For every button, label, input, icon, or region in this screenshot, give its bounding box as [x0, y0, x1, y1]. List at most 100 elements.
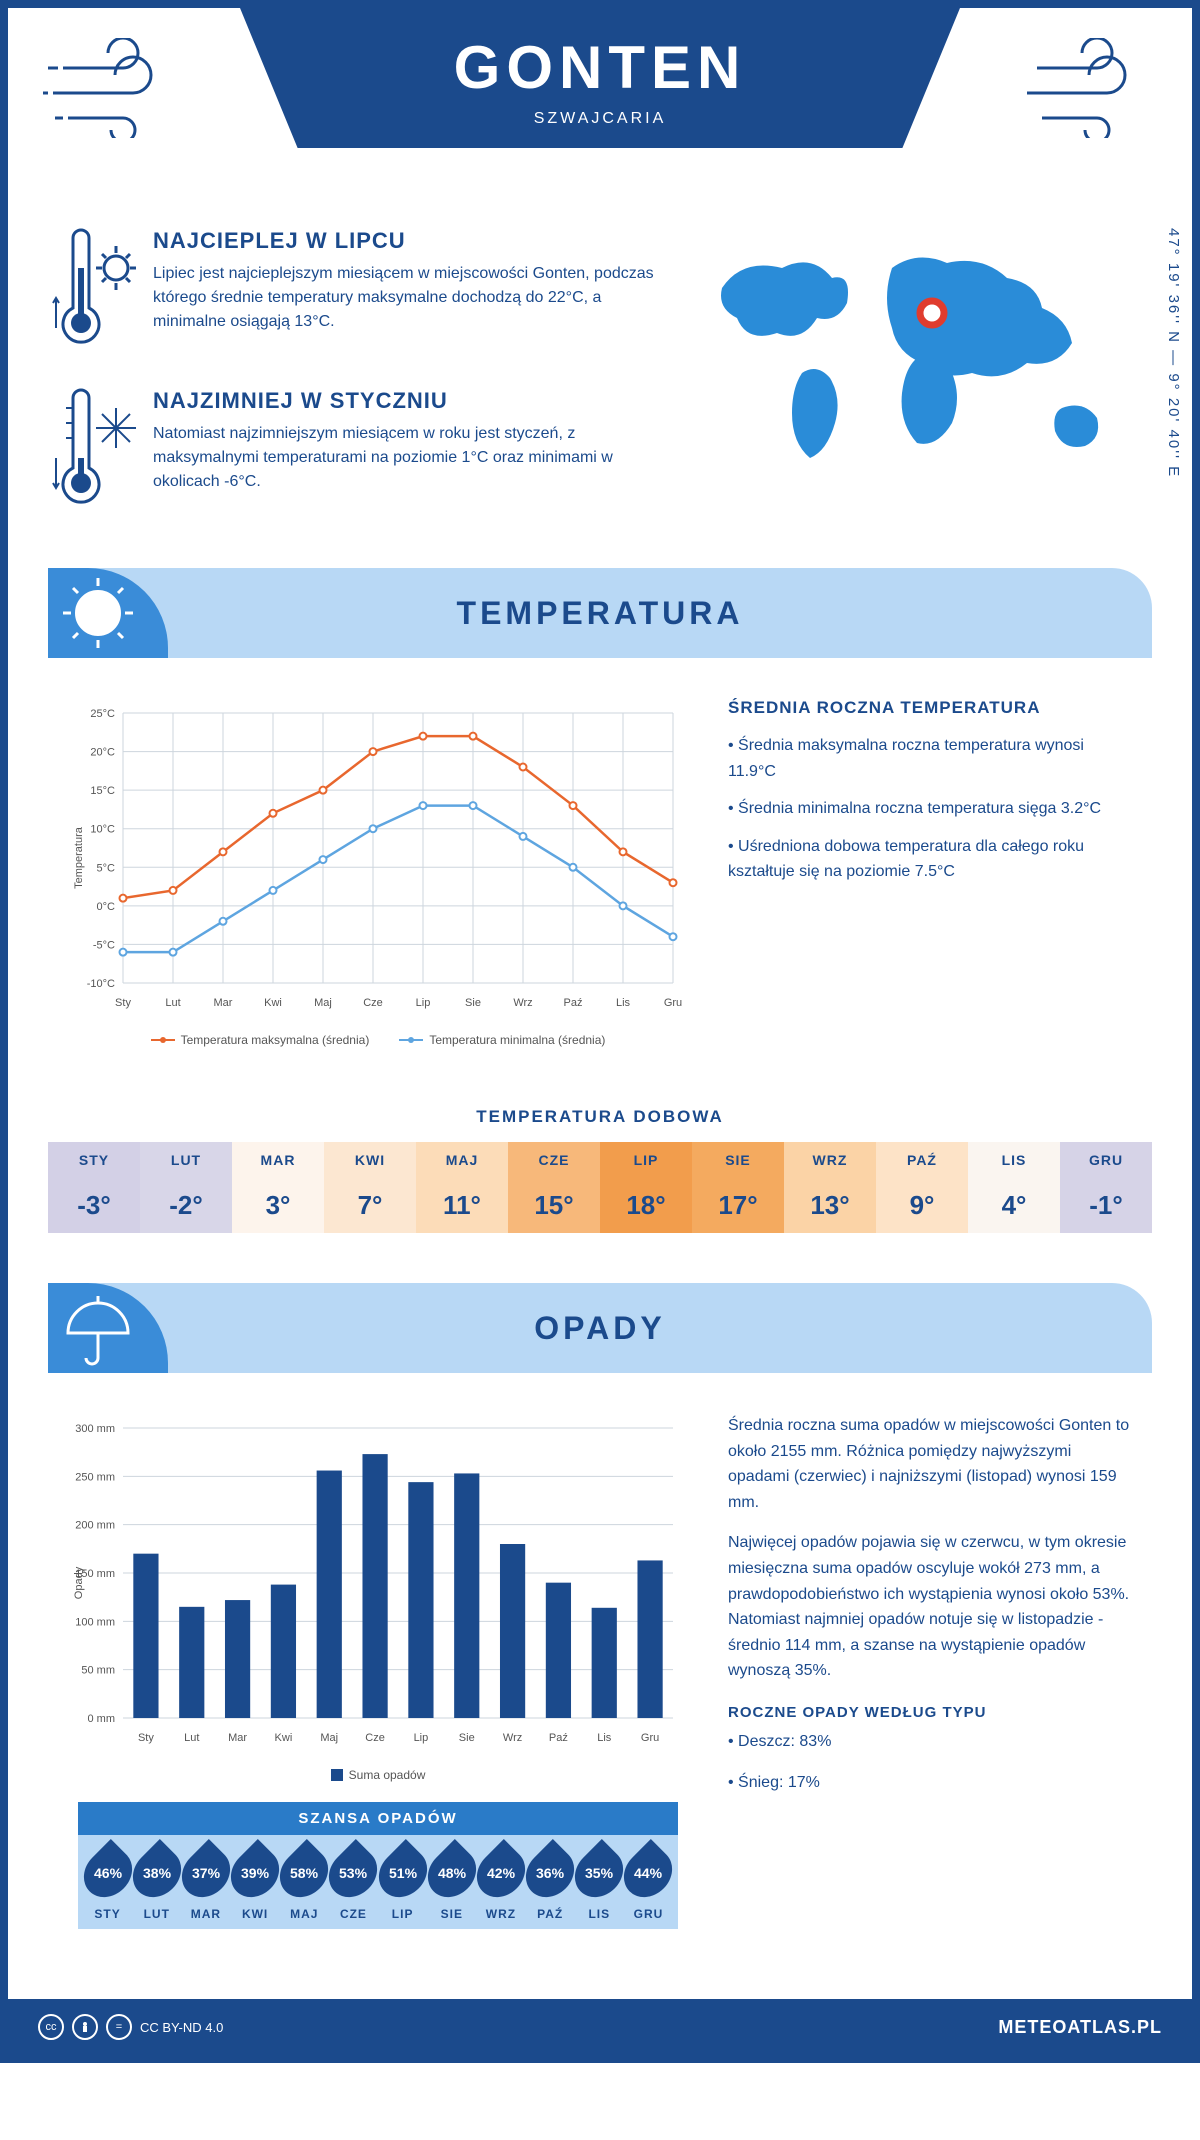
svg-text:Opady: Opady — [73, 1566, 85, 1599]
chance-cell: 46%STY — [83, 1847, 132, 1921]
svg-text:250 mm: 250 mm — [75, 1471, 115, 1483]
chance-month: LIP — [378, 1907, 427, 1921]
chance-cell: 48%SIE — [427, 1847, 476, 1921]
temperature-info: ŚREDNIA ROCZNA TEMPERATURA • Średnia mak… — [728, 698, 1132, 1047]
daily-temperature-row: STY-3°LUT-2°MAR3°KWI7°MAJ11°CZE15°LIP18°… — [48, 1142, 1152, 1233]
svg-text:Temperatura: Temperatura — [73, 826, 85, 889]
svg-text:10°C: 10°C — [90, 824, 115, 836]
cold-text: NAJZIMNIEJ W STYCZNIU Natomiast najzimni… — [153, 388, 662, 518]
daily-month: PAŹ — [876, 1142, 968, 1178]
cc-icon: cc — [38, 2014, 64, 2040]
daily-value: 18° — [600, 1178, 692, 1233]
svg-text:Wrz: Wrz — [513, 997, 532, 1009]
chance-title: SZANSA OPADÓW — [78, 1802, 678, 1835]
svg-text:200 mm: 200 mm — [75, 1520, 115, 1532]
chance-cell: 53%CZE — [329, 1847, 378, 1921]
intro-right: 47° 19' 36'' N — 9° 20' 40'' E — [692, 228, 1152, 548]
svg-text:0 mm: 0 mm — [88, 1713, 116, 1725]
chance-cell: 35%LIS — [575, 1847, 624, 1921]
wind-icon-left — [43, 38, 183, 138]
svg-text:100 mm: 100 mm — [75, 1616, 115, 1628]
chance-month: STY — [83, 1907, 132, 1921]
daily-cell: WRZ13° — [784, 1142, 876, 1233]
svg-text:Sie: Sie — [465, 997, 481, 1009]
chance-cell: 42%WRZ — [476, 1847, 525, 1921]
svg-text:Sty: Sty — [138, 1732, 154, 1744]
svg-text:Lis: Lis — [616, 997, 631, 1009]
daily-value: -3° — [48, 1178, 140, 1233]
drop-icon: 44% — [615, 1839, 683, 1907]
svg-text:25°C: 25°C — [90, 708, 115, 720]
legend-sum: Suma opadów — [331, 1768, 426, 1782]
svg-text:Gru: Gru — [664, 997, 682, 1009]
thermometer-cold-icon — [48, 388, 138, 518]
precip-p1: Średnia roczna suma opadów w miejscowośc… — [728, 1413, 1132, 1515]
bytype-rain: • Deszcz: 83% — [728, 1729, 1132, 1755]
chance-cell: 58%MAJ — [280, 1847, 329, 1921]
chance-cell: 51%LIP — [378, 1847, 427, 1921]
daily-month: SIE — [692, 1142, 784, 1178]
daily-cell: LUT-2° — [140, 1142, 232, 1233]
hot-text: NAJCIEPLEJ W LIPCU Lipiec jest najcieple… — [153, 228, 662, 358]
svg-text:Kwi: Kwi — [264, 997, 282, 1009]
temperature-body: -10°C-5°C0°C5°C10°C15°C20°C25°CStyLutMar… — [48, 658, 1152, 1087]
hot-title: NAJCIEPLEJ W LIPCU — [153, 228, 662, 254]
precip-p2: Najwięcej opadów pojawia się w czerwcu, … — [728, 1530, 1132, 1684]
chance-month: KWI — [231, 1907, 280, 1921]
daily-title: TEMPERATURA DOBOWA — [48, 1107, 1152, 1127]
title-banner: GONTEN SZWAJCARIA — [240, 8, 960, 148]
chance-row: 46%STY38%LUT37%MAR39%KWI58%MAJ53%CZE51%L… — [78, 1835, 678, 1929]
chance-month: LUT — [132, 1907, 181, 1921]
umbrella-corner — [48, 1283, 168, 1373]
svg-text:Mar: Mar — [214, 997, 233, 1009]
chance-cell: 39%KWI — [231, 1847, 280, 1921]
daily-month: CZE — [508, 1142, 600, 1178]
chance-cell: 37%MAR — [181, 1847, 230, 1921]
cold-block: NAJZIMNIEJ W STYCZNIU Natomiast najzimni… — [48, 388, 662, 518]
precipitation-legend: Suma opadów — [68, 1768, 688, 1782]
daily-month: STY — [48, 1142, 140, 1178]
chance-month: LIS — [575, 1907, 624, 1921]
svg-text:Kwi: Kwi — [275, 1732, 293, 1744]
svg-text:-10°C: -10°C — [87, 978, 115, 990]
svg-text:Cze: Cze — [363, 997, 383, 1009]
daily-month: WRZ — [784, 1142, 876, 1178]
temperature-chart: -10°C-5°C0°C5°C10°C15°C20°C25°CStyLutMar… — [68, 698, 688, 1047]
svg-text:Gru: Gru — [641, 1732, 659, 1744]
precipitation-title: OPADY — [534, 1310, 665, 1347]
footer: cc = CC BY-ND 4.0 METEOATLAS.PL — [8, 1999, 1192, 2055]
svg-text:Wrz: Wrz — [503, 1732, 522, 1744]
precipitation-bar-chart: 0 mm50 mm100 mm150 mm200 mm250 mm300 mmO… — [68, 1413, 688, 1753]
daily-cell: LIP18° — [600, 1142, 692, 1233]
svg-text:Lut: Lut — [165, 997, 180, 1009]
page-title: GONTEN — [300, 33, 900, 102]
temp-info-p1: • Średnia maksymalna roczna temperatura … — [728, 733, 1132, 784]
precipitation-chart: 0 mm50 mm100 mm150 mm200 mm250 mm300 mmO… — [68, 1413, 688, 1959]
daily-month: MAR — [232, 1142, 324, 1178]
temp-info-p2: • Średnia minimalna roczna temperatura s… — [728, 796, 1132, 822]
legend-max: Temperatura maksymalna (średnia) — [151, 1033, 370, 1047]
daily-value: 4° — [968, 1178, 1060, 1233]
svg-text:Cze: Cze — [365, 1732, 385, 1744]
svg-text:0°C: 0°C — [97, 901, 116, 913]
daily-cell: KWI7° — [324, 1142, 416, 1233]
hot-desc: Lipiec jest najcieplejszym miesiącem w m… — [153, 262, 662, 334]
temperature-line-chart: -10°C-5°C0°C5°C10°C15°C20°C25°CStyLutMar… — [68, 698, 688, 1018]
daily-cell: GRU-1° — [1060, 1142, 1152, 1233]
chance-month: WRZ — [476, 1907, 525, 1921]
daily-month: LIS — [968, 1142, 1060, 1178]
content: NAJCIEPLEJ W LIPCU Lipiec jest najcieple… — [8, 228, 1192, 1979]
svg-text:Mar: Mar — [228, 1732, 247, 1744]
daily-value: 15° — [508, 1178, 600, 1233]
daily-month: MAJ — [416, 1142, 508, 1178]
daily-cell: SIE17° — [692, 1142, 784, 1233]
chance-month: CZE — [329, 1907, 378, 1921]
nd-icon: = — [106, 2014, 132, 2040]
svg-text:Paź: Paź — [564, 997, 583, 1009]
chance-month: PAŹ — [526, 1907, 575, 1921]
svg-text:5°C: 5°C — [97, 862, 116, 874]
umbrella-icon — [58, 1288, 138, 1368]
cold-desc: Natomiast najzimniejszym miesiącem w rok… — [153, 422, 662, 494]
temp-info-title: ŚREDNIA ROCZNA TEMPERATURA — [728, 698, 1132, 718]
page-subtitle: SZWAJCARIA — [300, 110, 900, 128]
